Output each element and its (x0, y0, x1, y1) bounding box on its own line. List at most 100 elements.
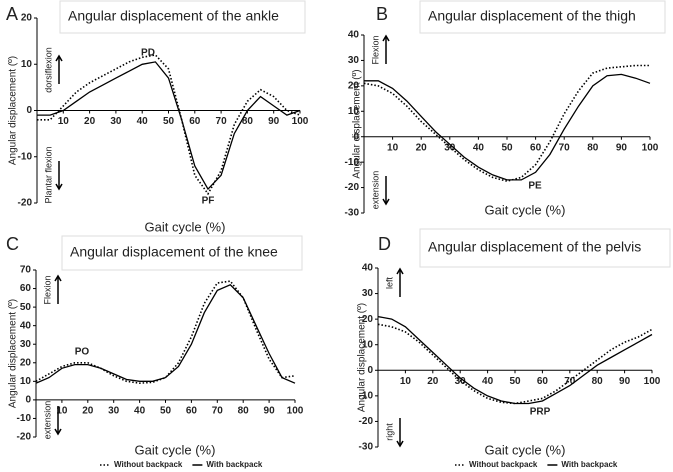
annotation: PRP (530, 407, 551, 418)
x-tick-label: 90 (264, 406, 276, 417)
arrow-head (396, 440, 404, 448)
x-tick-label: 50 (509, 376, 521, 387)
x-tick-label: 70 (212, 406, 224, 417)
x-tick-label: 80 (242, 116, 254, 127)
panel-letter: A (6, 4, 18, 24)
y-tick-label: -10 (17, 413, 32, 424)
series-line (35, 280, 296, 385)
x-tick-label: 100 (644, 376, 661, 387)
series-line (37, 54, 301, 196)
title-box (59, 0, 306, 34)
y-tick-label: 40 (362, 263, 374, 274)
x-tick-label: 60 (537, 376, 549, 387)
y-tick-label: -20 (18, 198, 33, 209)
x-tick-label: 20 (427, 376, 439, 387)
x-tick-label: 60 (186, 406, 198, 417)
axis-note: extension (42, 401, 52, 440)
y-axis-label: Angular displacement (º) (352, 69, 363, 178)
title-box (419, 228, 671, 268)
x-tick-label: 70 (216, 116, 228, 127)
annotation: PD (141, 48, 155, 59)
series-line (363, 64, 650, 183)
x-tick-label: 10 (56, 406, 68, 417)
y-tick-label: 50 (20, 302, 32, 313)
axis-note: extension (370, 171, 380, 210)
y-axis-label: Angular displacement (º) (8, 299, 19, 408)
axis-note: left (384, 277, 394, 290)
y-tick-label: 10 (20, 376, 32, 387)
x-tick-label: 100 (287, 406, 304, 417)
series-line (35, 284, 296, 384)
arrow-head (54, 428, 62, 436)
legend-label: With backpack (206, 460, 262, 469)
x-tick-label: 10 (387, 142, 399, 153)
arrow-head (54, 274, 62, 282)
title-box (419, 0, 666, 34)
x-tick-label: 70 (564, 376, 576, 387)
y-tick-label: -30 (345, 208, 360, 219)
y-tick-label: 10 (348, 106, 360, 117)
y-tick-label: 20 (362, 314, 374, 325)
y-tick-label: -30 (359, 442, 374, 453)
y-tick-label: 0 (25, 395, 31, 406)
x-tick-label: 80 (592, 376, 604, 387)
y-axis-label: Angular displacement (º) (357, 303, 368, 412)
y-axis-label: Angular displacement (º) (8, 56, 19, 165)
x-axis-label: Gait cycle (%) (135, 442, 216, 457)
chart-title: Angular displacement of the ankle (68, 8, 279, 24)
x-axis-label: Gait cycle (%) (145, 219, 226, 234)
chart-title: Angular displacement of the thigh (428, 8, 636, 24)
axis-note: Flexion (370, 35, 380, 64)
series-line (37, 61, 301, 191)
x-tick-label: 20 (82, 406, 94, 417)
x-tick-label: 10 (400, 376, 412, 387)
y-tick-label: -20 (17, 432, 32, 443)
y-tick-label: 0 (367, 365, 373, 376)
series-line (377, 315, 653, 405)
axis-note: right (384, 423, 394, 441)
x-tick-label: 80 (587, 142, 599, 153)
y-tick-label: 30 (20, 339, 32, 350)
y-tick-label: 70 (20, 265, 32, 276)
arrow-head (55, 183, 63, 191)
x-axis-label: Gait cycle (%) (485, 442, 566, 457)
x-tick-label: 80 (238, 406, 250, 417)
y-tick-label: 30 (348, 55, 360, 66)
y-tick-label: 20 (21, 13, 33, 24)
y-tick-label: 30 (362, 288, 374, 299)
y-tick-label: 0 (26, 105, 32, 116)
x-tick-label: 40 (482, 376, 494, 387)
annotation: PO (75, 347, 90, 358)
chart-title: Angular displacement of the knee (70, 244, 278, 260)
annotation: PF (202, 196, 215, 207)
y-tick-label: 60 (20, 283, 32, 294)
arrow-head (396, 267, 404, 275)
x-tick-label: 20 (84, 116, 96, 127)
x-tick-label: 40 (134, 406, 146, 417)
x-tick-label: 40 (473, 142, 485, 153)
x-axis-label: Gait cycle (%) (485, 202, 566, 217)
series-line (377, 323, 653, 405)
y-tick-label: -10 (345, 157, 360, 168)
series-line (364, 73, 651, 181)
x-tick-label: 50 (501, 142, 513, 153)
y-tick-label: -10 (359, 390, 374, 401)
axis-note: Flexion (42, 275, 52, 304)
panel-letter: B (376, 4, 388, 24)
x-tick-label: 30 (110, 116, 122, 127)
arrow-head (382, 34, 390, 42)
y-tick-label: 10 (21, 59, 33, 70)
x-tick-label: 40 (137, 116, 149, 127)
y-tick-label: 20 (348, 80, 360, 91)
x-tick-label: 50 (160, 406, 172, 417)
y-tick-label: 40 (20, 320, 32, 331)
x-tick-label: 60 (189, 116, 201, 127)
y-tick-label: 40 (348, 30, 360, 41)
axis-note: dorsiflexion (43, 47, 53, 93)
y-tick-label: 10 (362, 339, 374, 350)
x-tick-label: 90 (619, 376, 631, 387)
x-tick-label: 50 (163, 116, 175, 127)
legend-label: Without backpack (114, 460, 183, 469)
panel-letter: C (6, 234, 19, 254)
legend-label: With backpack (561, 460, 617, 469)
